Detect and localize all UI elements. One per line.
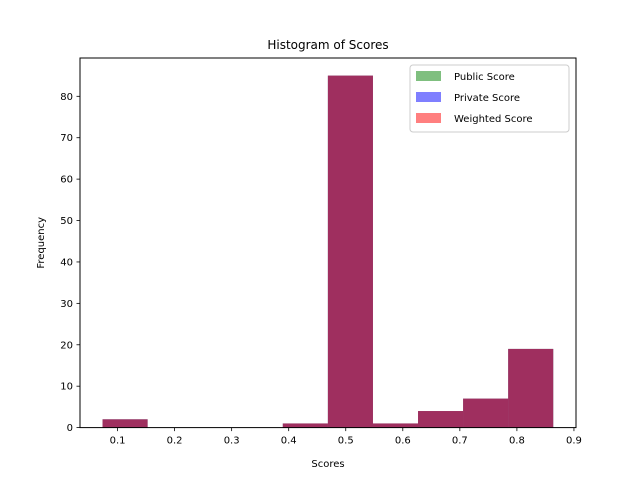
y-tick-label: 0: [67, 423, 73, 434]
legend: Public Score Private Score Weighted Scor…: [409, 64, 570, 133]
x-tick-label: 0.6: [395, 436, 411, 447]
legend-label-public-score: Public Score: [454, 72, 515, 83]
bar-weighted-score-bin-8: [463, 398, 509, 428]
x-tick-label: 0.5: [338, 436, 354, 447]
y-tick-label: 30: [60, 299, 73, 310]
y-axis-label: Frequency: [36, 217, 47, 269]
bar-weighted-score-bin-7: [418, 411, 464, 428]
plot-frame: [79, 57, 577, 429]
x-tick-label: 0.7: [452, 436, 468, 447]
bar-weighted-score-bin-5: [327, 75, 373, 428]
y-tick-label: 50: [60, 216, 73, 227]
legend-label-private-score: Private Score: [454, 93, 520, 104]
bar-weighted-score-bin-0: [102, 419, 148, 428]
legend-swatch-weighted-score: [416, 113, 441, 123]
legend-swatch-private-score: [416, 92, 441, 102]
chart-title: Histogram of Scores: [267, 38, 388, 52]
x-tick-label: 0.2: [167, 436, 183, 447]
bar-weighted-score-bin-4: [282, 423, 328, 428]
y-tick-label: 40: [60, 257, 73, 268]
x-tick-label: 0.1: [110, 436, 126, 447]
y-tick-label: 10: [60, 382, 73, 393]
legend-swatch-public-score: [416, 71, 441, 81]
legend-frame: [409, 64, 570, 133]
x-tick-label: 0.3: [224, 436, 240, 447]
bar-weighted-score-bin-9: [508, 348, 554, 428]
y-tick-label: 80: [60, 92, 73, 103]
bars-layer: [102, 75, 554, 428]
x-tick-label: 0.8: [509, 436, 525, 447]
y-tick-label: 70: [60, 133, 73, 144]
y-axis-ticks: 0 10 20 30 40 50 60 70 80: [60, 92, 80, 434]
x-axis-label: Scores: [311, 459, 344, 470]
x-tick-label: 0.4: [281, 436, 297, 447]
x-axis-ticks: 0.1 0.2 0.3 0.4 0.5 0.6 0.7 0.8 0.9: [110, 427, 582, 447]
y-tick-label: 20: [60, 340, 73, 351]
y-tick-label: 60: [60, 175, 73, 186]
legend-label-weighted-score: Weighted Score: [454, 114, 533, 125]
bar-weighted-score-bin-6: [372, 423, 419, 428]
x-tick-label: 0.9: [566, 436, 582, 447]
